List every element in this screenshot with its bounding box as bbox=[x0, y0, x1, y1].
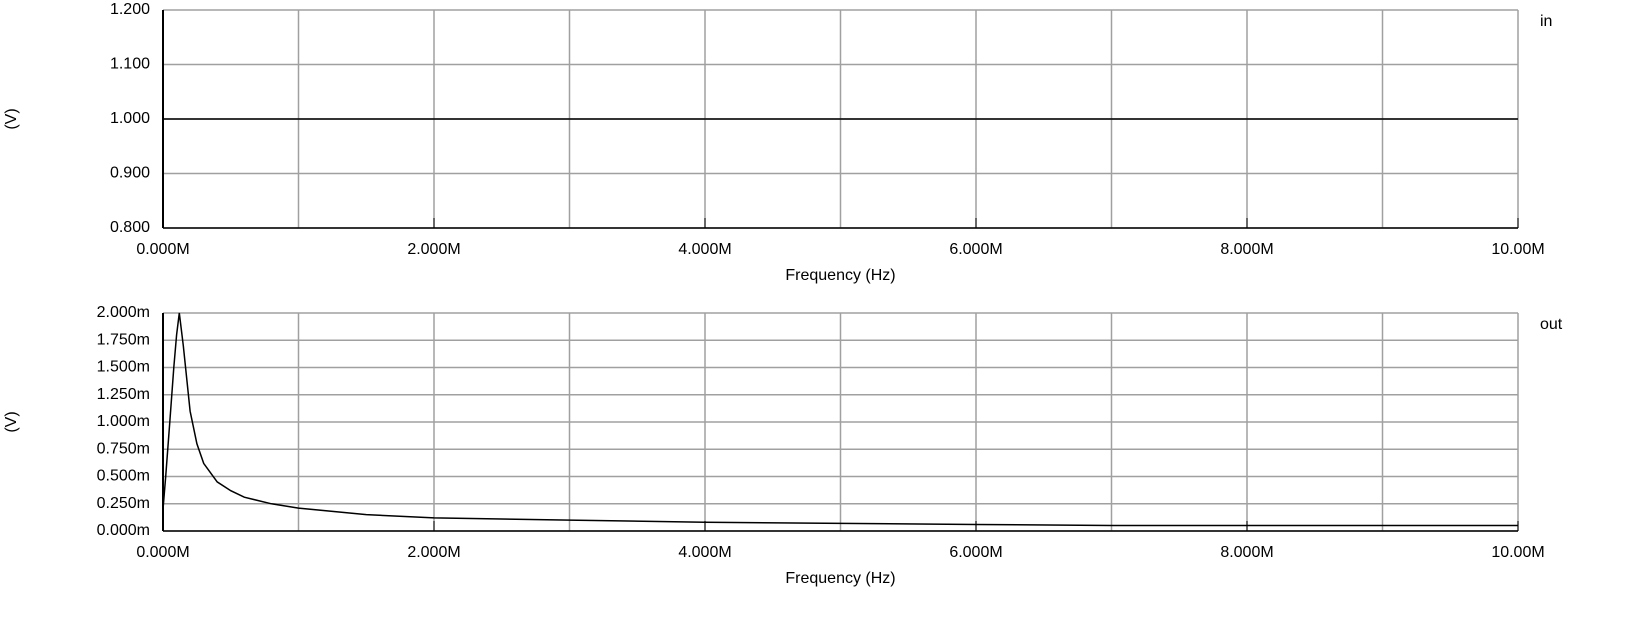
x-tick-label: 2.000M bbox=[407, 544, 460, 561]
y-tick-label: 0.250m bbox=[97, 495, 150, 512]
y-tick-label: 1.000 bbox=[110, 110, 150, 127]
x-axis-label: Frequency (Hz) bbox=[785, 267, 895, 284]
x-axis-label: Frequency (Hz) bbox=[785, 570, 895, 587]
y-axis-label: (V) bbox=[3, 108, 20, 129]
y-tick-label: 1.200 bbox=[110, 1, 150, 18]
x-tick-label: 4.000M bbox=[678, 544, 731, 561]
y-tick-label: 1.750m bbox=[97, 331, 150, 348]
x-tick-label: 4.000M bbox=[678, 241, 731, 258]
y-tick-label: 2.000m bbox=[97, 304, 150, 321]
series-line bbox=[162, 312, 1518, 527]
y-tick-label: 0.800 bbox=[110, 219, 150, 236]
x-tick-label: 0.000M bbox=[136, 544, 189, 561]
x-tick-label: 6.000M bbox=[949, 544, 1002, 561]
x-tick-label: 0.000M bbox=[136, 241, 189, 258]
x-tick-label: 6.000M bbox=[949, 241, 1002, 258]
y-tick-label: 0.900 bbox=[110, 165, 150, 182]
series-name: out bbox=[1540, 316, 1563, 333]
x-tick-label: 10.00M bbox=[1491, 241, 1544, 258]
y-tick-label: 1.250m bbox=[97, 386, 150, 403]
y-axis-label: (V) bbox=[3, 411, 20, 432]
y-tick-label: 0.750m bbox=[97, 440, 150, 457]
y-tick-label: 1.100 bbox=[110, 56, 150, 73]
x-tick-label: 8.000M bbox=[1220, 241, 1273, 258]
y-tick-label: 0.500m bbox=[97, 468, 150, 485]
y-tick-label: 0.000m bbox=[97, 522, 150, 539]
y-tick-label: 1.000m bbox=[97, 413, 150, 430]
x-tick-label: 10.00M bbox=[1491, 544, 1544, 561]
x-tick-label: 2.000M bbox=[407, 241, 460, 258]
y-tick-label: 1.500m bbox=[97, 359, 150, 376]
x-tick-label: 8.000M bbox=[1220, 544, 1273, 561]
series-name: in bbox=[1540, 13, 1552, 30]
